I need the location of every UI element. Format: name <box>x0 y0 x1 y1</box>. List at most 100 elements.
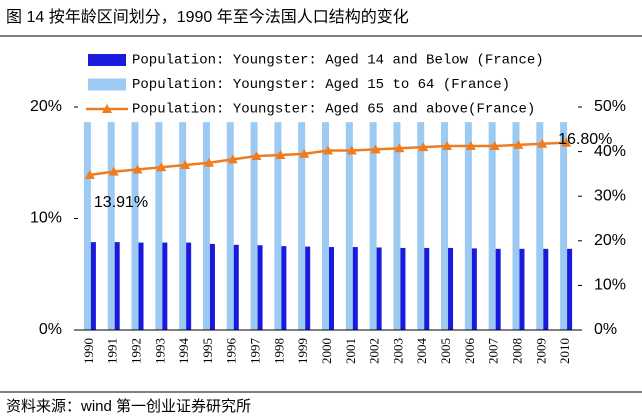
y2-tick-label: 10% <box>594 277 626 294</box>
x-tick-label: 2007 <box>486 337 501 364</box>
bar <box>536 122 544 330</box>
line-marker <box>203 157 214 167</box>
data-label: 16.80% <box>558 131 612 148</box>
data-label: 13.91% <box>94 194 148 211</box>
line-marker <box>227 154 238 164</box>
line-marker <box>489 141 500 151</box>
legend-swatch <box>88 54 126 66</box>
y2-tick-label: 20% <box>594 232 626 249</box>
line-marker <box>346 145 357 155</box>
x-tick-label: 1992 <box>129 338 144 364</box>
line-marker <box>513 139 524 149</box>
legend-label: Population: Youngster: Aged 14 and Below… <box>132 53 544 69</box>
line-marker <box>442 141 453 151</box>
legend-swatch-marker <box>102 104 112 113</box>
bar <box>83 122 91 330</box>
bar <box>107 122 115 330</box>
y-tick-label: 20% <box>30 98 62 115</box>
line-marker <box>394 143 405 153</box>
bar <box>345 122 353 330</box>
line-marker <box>180 159 191 169</box>
bar <box>441 122 449 330</box>
x-tick-label: 1993 <box>152 338 167 364</box>
line-marker <box>418 142 429 152</box>
bar <box>471 248 477 330</box>
x-tick-label: 1997 <box>248 338 263 365</box>
bar <box>257 245 263 330</box>
bar <box>322 122 329 330</box>
line-marker <box>275 149 286 159</box>
bar <box>202 122 210 330</box>
bar <box>376 247 382 330</box>
bar <box>424 247 430 330</box>
bar <box>329 247 334 330</box>
bar <box>162 242 168 330</box>
x-tick-label: 1990 <box>81 338 96 364</box>
bar <box>298 122 306 330</box>
bar <box>179 122 187 330</box>
bar <box>274 122 282 330</box>
bar <box>114 242 120 330</box>
x-tick-label: 2006 <box>462 338 477 365</box>
x-tick-label: 2001 <box>343 338 358 364</box>
bar <box>138 242 144 330</box>
x-tick-label: 2003 <box>390 338 405 364</box>
bar <box>281 246 287 330</box>
x-tick-label: 2008 <box>509 338 524 364</box>
bar <box>448 247 454 330</box>
bar <box>400 247 406 330</box>
bar <box>155 122 163 330</box>
y2-tick-label: 40% <box>594 143 626 160</box>
bar <box>464 122 472 330</box>
bar <box>543 248 549 330</box>
line-marker <box>465 141 476 151</box>
line-marker <box>251 151 262 161</box>
line-marker <box>561 137 572 147</box>
legend-label: Population: Youngster: Aged 65 and above… <box>132 102 535 118</box>
x-tick-label: 2004 <box>414 338 429 365</box>
line-marker <box>299 148 310 158</box>
y-tick-label: 0% <box>39 321 62 338</box>
y2-tick-label: 30% <box>594 187 626 204</box>
bar <box>495 248 501 330</box>
bar <box>305 246 311 330</box>
line-marker <box>537 138 548 148</box>
bar <box>233 244 239 330</box>
x-tick-label: 1998 <box>271 338 286 364</box>
legend-label: Population: Youngster: Aged 15 to 64 (Fr… <box>132 77 510 93</box>
bar <box>393 122 401 330</box>
y2-tick-label: 0% <box>594 321 617 338</box>
line-marker <box>84 169 95 179</box>
line-marker <box>370 144 381 154</box>
y2-tick-label: 50% <box>594 98 626 115</box>
line-marker <box>156 162 167 172</box>
bar <box>186 242 192 330</box>
x-tick-label: 1999 <box>295 338 310 364</box>
bar <box>209 243 215 330</box>
bar <box>417 122 425 330</box>
legend-swatch <box>88 78 126 91</box>
bar <box>226 122 234 330</box>
bar <box>567 248 573 330</box>
line-marker <box>132 164 143 174</box>
y-tick-label: 10% <box>30 210 62 227</box>
bar <box>352 247 358 330</box>
line-marker <box>323 145 333 155</box>
x-tick-label: 2010 <box>557 338 572 364</box>
bar <box>560 122 568 330</box>
bar <box>512 122 520 330</box>
line-marker <box>108 166 119 176</box>
source-note: 资料来源：wind 第一创业证券研究所 <box>6 397 251 415</box>
bar <box>90 242 96 330</box>
x-tick-label: 1996 <box>224 338 239 365</box>
chart-title: 图 14 按年龄区间划分，1990 年至今法国人口结构的变化 <box>6 8 409 26</box>
bar <box>250 122 258 330</box>
x-tick-label: 2000 <box>319 338 334 364</box>
x-tick-label: 1991 <box>105 338 120 364</box>
x-tick-label: 1995 <box>200 338 215 364</box>
bar <box>131 122 139 330</box>
x-tick-label: 1994 <box>176 338 191 365</box>
bar <box>488 122 496 330</box>
bar <box>519 248 525 330</box>
